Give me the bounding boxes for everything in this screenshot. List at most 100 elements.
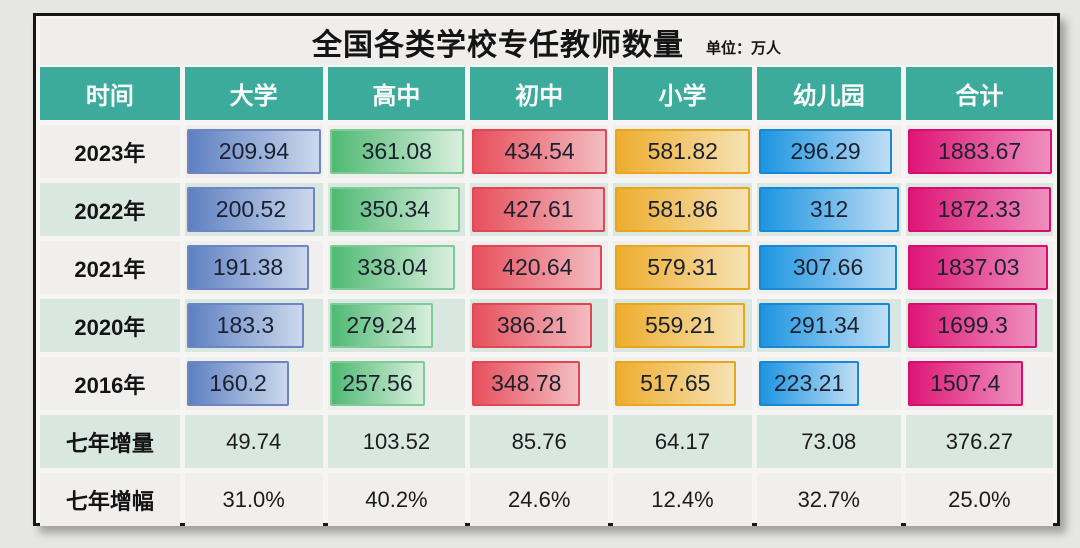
value-cell: 31.0% <box>184 473 323 526</box>
page-title: 全国各类学校专任教师数量 <box>311 29 684 62</box>
value-cell: 64.17 <box>613 415 752 468</box>
value-bar: 1699.3 <box>907 303 1038 348</box>
summary-value: 103.52 <box>362 428 431 454</box>
summary-value: 25.0% <box>948 486 1011 512</box>
value-bar: 1507.4 <box>907 361 1023 406</box>
value-bar: 427.61 <box>472 187 605 232</box>
value-bar: 338.04 <box>329 245 456 290</box>
value-cell: 348.78 <box>470 357 609 410</box>
value-cell: 434.54 <box>470 125 609 178</box>
value-bar: 581.86 <box>615 187 751 232</box>
value-bar: 559.21 <box>615 303 746 348</box>
value-bar: 1837.03 <box>907 245 1048 290</box>
value-bar: 200.52 <box>186 187 316 232</box>
value-cell: 1883.67 <box>905 125 1053 178</box>
value-bar: 312 <box>758 187 900 232</box>
value-bar: 517.65 <box>615 361 736 406</box>
table-frame: 全国各类学校专任教师数量 单位：万人 时间 大学 高中 初中 小学 幼儿园 合计 2023年 2… <box>33 13 1060 526</box>
value-cell: 420.64 <box>470 241 609 294</box>
value-cell: 279.24 <box>327 299 466 352</box>
value-cell: 338.04 <box>327 241 466 294</box>
unit-label: 单位：万人 <box>705 39 781 57</box>
value-bar: 291.34 <box>758 303 890 348</box>
value-bar: 296.29 <box>758 129 893 174</box>
value-cell: 350.34 <box>327 183 466 236</box>
value-bar: 1872.33 <box>907 187 1051 232</box>
value-bar: 348.78 <box>472 361 581 406</box>
row-label-text: 七年增量 <box>65 430 154 456</box>
row-label-text: 2021年 <box>74 256 146 282</box>
value-cell: 427.61 <box>470 183 609 236</box>
value-cell: 73.08 <box>756 415 901 468</box>
title-bar: 全国各类学校专任教师数量 单位：万人 <box>40 19 1053 65</box>
value-cell: 296.29 <box>756 125 901 178</box>
value-cell: 559.21 <box>613 299 752 352</box>
value-cell: 85.76 <box>470 415 609 468</box>
value-cell: 223.21 <box>756 357 901 410</box>
row-label-text: 2022年 <box>74 198 146 224</box>
value-cell: 579.31 <box>613 241 752 294</box>
value-cell: 103.52 <box>327 415 466 468</box>
value-bar: 420.64 <box>472 245 603 290</box>
value-bar: 386.21 <box>472 303 592 348</box>
value-bar: 191.38 <box>186 245 310 290</box>
value-cell: 376.27 <box>905 415 1053 468</box>
column-header-4: 小学 <box>613 67 752 120</box>
summary-value: 49.74 <box>226 428 282 454</box>
row-label: 2023年 <box>40 125 180 178</box>
value-cell: 581.82 <box>613 125 752 178</box>
column-header-1: 大学 <box>184 67 323 120</box>
value-bar: 183.3 <box>186 303 305 348</box>
value-cell: 160.2 <box>184 357 323 410</box>
row-label: 2020年 <box>40 299 180 352</box>
summary-value: 64.17 <box>654 428 710 454</box>
column-header-time: 时间 <box>40 67 180 120</box>
value-bar: 434.54 <box>472 129 607 174</box>
value-cell: 517.65 <box>613 357 752 410</box>
value-cell: 12.4% <box>613 473 752 526</box>
value-cell: 200.52 <box>184 183 323 236</box>
column-header-6: 合计 <box>905 67 1053 120</box>
value-cell: 191.38 <box>184 241 323 294</box>
row-label: 七年增幅 <box>40 473 180 526</box>
value-cell: 1872.33 <box>905 183 1053 236</box>
value-bar: 209.94 <box>186 129 322 174</box>
summary-value: 73.08 <box>801 428 857 454</box>
value-bar: 361.08 <box>329 129 464 174</box>
summary-value: 31.0% <box>222 486 285 512</box>
row-label-text: 2016年 <box>74 372 146 398</box>
teacher-count-table: 时间 大学 高中 初中 小学 幼儿园 合计 2023年 209.94 361.08 434.54 58… <box>40 67 1053 526</box>
summary-value: 376.27 <box>945 428 1013 454</box>
column-header-5: 幼儿园 <box>756 67 901 120</box>
row-label-text: 七年增幅 <box>65 488 154 514</box>
summary-value: 24.6% <box>508 486 571 512</box>
row-label: 2022年 <box>40 183 180 236</box>
summary-value: 40.2% <box>365 486 428 512</box>
value-cell: 312 <box>756 183 901 236</box>
summary-value: 85.76 <box>511 428 567 454</box>
row-label: 七年增量 <box>40 415 180 468</box>
row-label: 2016年 <box>40 357 180 410</box>
value-cell: 25.0% <box>905 473 1053 526</box>
value-bar: 257.56 <box>329 361 426 406</box>
value-cell: 291.34 <box>756 299 901 352</box>
value-cell: 1507.4 <box>905 357 1053 410</box>
row-label-text: 2023年 <box>74 140 146 166</box>
value-cell: 581.86 <box>613 183 752 236</box>
value-cell: 1837.03 <box>905 241 1053 294</box>
value-bar: 223.21 <box>758 361 860 406</box>
value-cell: 307.66 <box>756 241 901 294</box>
value-bar: 1883.67 <box>907 129 1052 174</box>
column-header-3: 初中 <box>470 67 609 120</box>
value-cell: 24.6% <box>470 473 609 526</box>
value-cell: 183.3 <box>184 299 323 352</box>
value-cell: 209.94 <box>184 125 323 178</box>
value-bar: 307.66 <box>758 245 898 290</box>
value-bar: 579.31 <box>615 245 750 290</box>
value-cell: 361.08 <box>327 125 466 178</box>
value-cell: 257.56 <box>327 357 466 410</box>
value-cell: 386.21 <box>470 299 609 352</box>
value-cell: 49.74 <box>184 415 323 468</box>
summary-value: 12.4% <box>651 486 714 512</box>
column-header-2: 高中 <box>327 67 466 120</box>
